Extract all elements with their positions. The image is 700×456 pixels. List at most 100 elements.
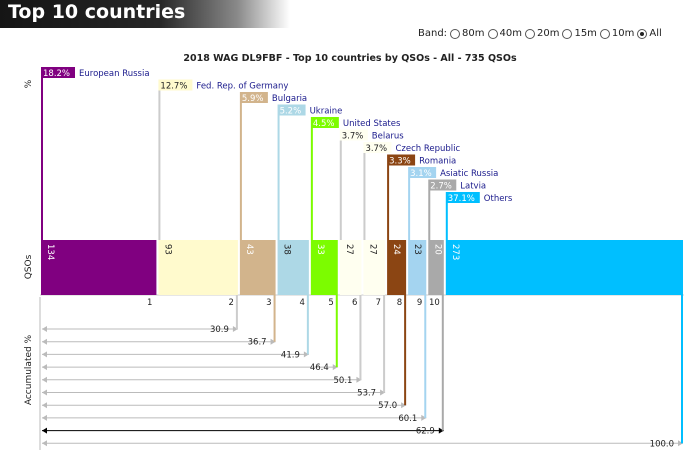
acc-arrow-right-2 bbox=[270, 338, 276, 345]
band-option-20m[interactable]: 20m bbox=[524, 28, 559, 39]
country-label-10: Others bbox=[484, 194, 513, 204]
row-label-percent: % bbox=[24, 79, 34, 88]
qso-label-8: 23 bbox=[412, 244, 422, 255]
pct-stem-5 bbox=[339, 140, 342, 240]
pct-stem-4 bbox=[310, 128, 313, 240]
pct-stem-6 bbox=[363, 153, 366, 240]
pct-box-5 bbox=[339, 129, 368, 141]
band-option-15m[interactable]: 15m bbox=[562, 28, 597, 39]
radio-80m[interactable] bbox=[450, 28, 461, 39]
row-label-accumulated: Accumulated % bbox=[24, 334, 34, 405]
rank-label-0: 1 bbox=[147, 298, 152, 308]
radio-all[interactable] bbox=[637, 28, 648, 39]
pct-stem-1 bbox=[158, 90, 161, 240]
pct-stem-0 bbox=[41, 78, 43, 240]
acc-arrow-right-9 bbox=[438, 427, 444, 434]
qso-label-7: 24 bbox=[391, 244, 401, 255]
radio-20m[interactable] bbox=[524, 28, 535, 39]
acc-label-7: 57.0 bbox=[378, 401, 397, 411]
qso-label-9: 20 bbox=[432, 244, 442, 255]
acc-stem-8 bbox=[424, 295, 427, 418]
rank-label-3: 4 bbox=[299, 298, 304, 308]
pct-box-9 bbox=[428, 179, 457, 191]
pct-box-10 bbox=[445, 192, 480, 203]
acc-arrow-left-5 bbox=[42, 376, 47, 383]
band-filter-label: Band: bbox=[418, 28, 448, 39]
radio-40m[interactable] bbox=[487, 28, 498, 39]
acc-label-9: 62.9 bbox=[416, 427, 435, 437]
qso-label-3: 38 bbox=[282, 244, 292, 255]
pct-box-4 bbox=[310, 117, 339, 128]
band-option-80m[interactable]: 80m bbox=[450, 28, 485, 39]
acc-arrow-left-7 bbox=[42, 402, 47, 409]
pct-label-4: 4.5% bbox=[313, 119, 335, 129]
pct-stem-3 bbox=[277, 115, 280, 240]
band-option-40m[interactable]: 40m bbox=[487, 28, 522, 39]
acc-label-10: 100.0 bbox=[650, 439, 674, 449]
header-bar: Top 10 countries bbox=[0, 0, 290, 28]
country-label-7: Romania bbox=[419, 157, 456, 167]
pct-stem-8 bbox=[408, 178, 411, 240]
country-label-3: Ukraine bbox=[310, 107, 343, 117]
qso-bar-0 bbox=[41, 240, 157, 295]
acc-label-4: 46.4 bbox=[310, 363, 329, 373]
acc-stem-10 bbox=[681, 295, 683, 444]
acc-stem-9 bbox=[441, 295, 444, 431]
acc-arrow-left-9 bbox=[42, 427, 47, 434]
rank-label-6: 7 bbox=[376, 298, 381, 308]
country-label-5: Belarus bbox=[372, 132, 405, 142]
acc-label-6: 53.7 bbox=[357, 389, 376, 399]
acc-arrow-right-7 bbox=[401, 402, 407, 409]
row-label-qsos: QSOs bbox=[24, 254, 34, 279]
pct-box-6 bbox=[363, 142, 392, 153]
qso-bar-6 bbox=[363, 240, 386, 295]
pct-box-7 bbox=[387, 154, 416, 166]
qso-label-2: 43 bbox=[244, 244, 254, 255]
acc-arrow-right-6 bbox=[380, 389, 386, 396]
pct-box-1 bbox=[158, 79, 193, 91]
acc-label-8: 60.1 bbox=[398, 414, 417, 424]
rank-label-8: 9 bbox=[417, 298, 422, 308]
band-option-10m[interactable]: 10m bbox=[599, 28, 634, 39]
qso-bar-9 bbox=[428, 240, 444, 295]
qso-label-1: 93 bbox=[162, 244, 172, 255]
acc-arrow-right-8 bbox=[421, 414, 427, 421]
radio-10m[interactable] bbox=[599, 28, 610, 39]
acc-arrow-left-2 bbox=[42, 338, 47, 345]
acc-arrow-right-10 bbox=[678, 440, 683, 447]
pct-stem-10 bbox=[445, 203, 448, 240]
pct-stem-2 bbox=[239, 103, 242, 240]
rank-label-4: 5 bbox=[328, 298, 333, 308]
acc-arrow-right-1 bbox=[232, 326, 238, 332]
qso-bar-10 bbox=[445, 240, 683, 295]
pct-stem-9 bbox=[428, 190, 431, 240]
qso-label-6: 27 bbox=[367, 244, 377, 255]
acc-arrow-left-10 bbox=[42, 440, 47, 447]
qso-bar-8 bbox=[408, 240, 427, 295]
pct-label-7: 3.3% bbox=[389, 157, 411, 167]
rank-label-7: 8 bbox=[397, 298, 402, 308]
acc-arrow-left-1 bbox=[42, 326, 47, 332]
acc-label-3: 41.9 bbox=[281, 350, 300, 360]
radio-15m[interactable] bbox=[562, 28, 573, 39]
country-label-1: Fed. Rep. of Germany bbox=[196, 82, 288, 92]
rank-label-1: 2 bbox=[228, 298, 233, 308]
qso-bar-7 bbox=[387, 240, 407, 295]
band-option-all[interactable]: All bbox=[637, 28, 662, 39]
pct-box-3 bbox=[277, 104, 306, 116]
acc-stem-1 bbox=[235, 295, 238, 329]
qso-bar-1 bbox=[158, 240, 238, 295]
acc-label-2: 36.7 bbox=[248, 338, 267, 348]
pct-box-8 bbox=[408, 167, 437, 178]
qso-bar-5 bbox=[339, 240, 362, 295]
country-label-2: Bulgaria bbox=[272, 94, 307, 104]
acc-arrow-left-4 bbox=[42, 364, 47, 371]
pct-label-9: 2.7% bbox=[430, 182, 452, 192]
page-title: Top 10 countries bbox=[8, 1, 186, 23]
acc-label-1: 30.9 bbox=[210, 325, 229, 335]
acc-stem-4 bbox=[335, 295, 338, 368]
rank-label-9: 10 bbox=[429, 298, 440, 308]
acc-arrow-right-4 bbox=[332, 364, 338, 371]
acc-arrow-left-8 bbox=[42, 414, 47, 421]
